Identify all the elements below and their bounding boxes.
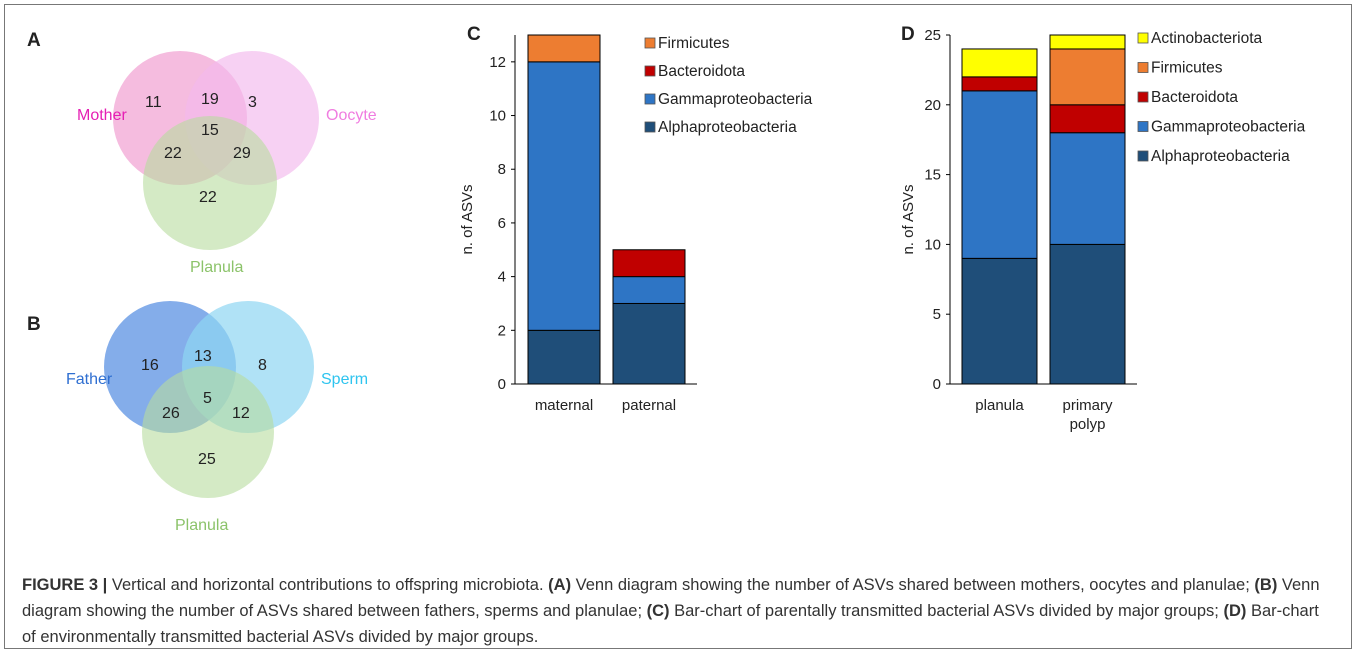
chart-d-bar-primary-polyp-gammaproteobacteria xyxy=(1049,132,1126,245)
chart-d-ytick-label: 0 xyxy=(933,376,941,393)
figure-caption: FIGURE 3 | Vertical and horizontal contr… xyxy=(22,572,1332,650)
venn-a-planula-only: 22 xyxy=(199,189,217,206)
venn-b-father-only: 16 xyxy=(141,357,159,374)
caption-text-b: Venn diagram showing the number of ASVs … xyxy=(22,576,1320,620)
chart-c-bar-paternal-gammaproteobacteria xyxy=(612,276,686,304)
venn-b-planula-only: 25 xyxy=(198,451,216,468)
venn-a-set-oocyte: Oocyte xyxy=(326,107,377,124)
chart-c-bar-maternal-gammaproteobacteria xyxy=(527,61,601,331)
chart-d-y-axis-label: n. of ASVs xyxy=(900,184,917,254)
panel-label-a: A xyxy=(27,30,41,51)
chart-d-bar-primary-polyp-actinobacteriota xyxy=(1049,34,1126,50)
caption-text-a: Venn diagram showing the number of ASVs … xyxy=(571,576,1255,594)
chart-d-legend-swatch-firmicutes xyxy=(1137,62,1149,73)
chart-c-bar-paternal-bacteroidota xyxy=(612,249,686,278)
chart-c-ytick-label: 4 xyxy=(498,269,506,286)
chart-d-bar-planula-gammaproteobacteria xyxy=(961,90,1038,259)
caption-tag-a: (A) xyxy=(548,576,572,594)
venn-b-sperm-only: 8 xyxy=(258,357,267,374)
chart-d-category-label: polyp xyxy=(1070,416,1106,433)
chart-c-bar-maternal-alphaproteobacteria xyxy=(527,329,601,385)
chart-d-ytick-label: 25 xyxy=(924,27,941,44)
caption-tag-c: (C) xyxy=(646,602,670,620)
chart-d-ytick-label: 15 xyxy=(924,167,941,184)
chart-d-bar-planula-actinobacteriota xyxy=(961,48,1038,78)
chart-d-legend-label-alphaproteobacteria: Alphaproteobacteria xyxy=(1151,148,1290,165)
chart-d-legend-label-firmicutes: Firmicutes xyxy=(1151,60,1223,77)
chart-c-category-label: maternal xyxy=(535,397,593,414)
chart-c-ytick-label: 10 xyxy=(489,108,506,125)
chart-d-bar-planula-bacteroidota xyxy=(961,76,1038,92)
panel-label-d: D xyxy=(901,24,915,45)
chart-d-legend-label-bacteroidota: Bacteroidota xyxy=(1151,89,1238,106)
venn-b-sperm-planula: 12 xyxy=(232,405,250,422)
caption-intro: Vertical and horizontal contributions to… xyxy=(107,576,549,594)
panel-label-c: C xyxy=(467,24,481,45)
panel-label-b: B xyxy=(27,314,41,335)
chart-d-legend-swatch-alphaproteobacteria xyxy=(1137,150,1149,162)
chart-d-legend-swatch-bacteroidota xyxy=(1137,91,1149,103)
chart-d-bar-primary-polyp-firmicutes xyxy=(1049,48,1126,106)
caption-tag-d: (D) xyxy=(1223,602,1247,620)
bar-chart-c: 0 2 4 6 8 10 12 n. of ASVs maternal paternal Firmi… xyxy=(459,34,813,414)
chart-c-bar-paternal-alphaproteobacteria xyxy=(612,302,686,385)
chart-d-category-label: primary xyxy=(1062,397,1113,414)
caption-figure-label: FIGURE 3 | xyxy=(22,576,108,594)
chart-c-legend-swatch-alphaproteobacteria xyxy=(644,121,656,133)
venn-a-mother-oocyte: 19 xyxy=(201,91,219,108)
figure-frame xyxy=(4,4,1352,649)
chart-d-category-label: planula xyxy=(975,397,1024,414)
venn-b-set-sperm: Sperm xyxy=(321,371,368,388)
chart-c-bar-maternal-firmicutes xyxy=(527,34,601,63)
chart-d-bar-primary-polyp-alphaproteobacteria xyxy=(1049,243,1126,385)
venn-b-father-planula: 26 xyxy=(162,405,180,422)
venn-a-mother-only: 11 xyxy=(145,94,162,111)
venn-b-circle-planula xyxy=(142,366,274,498)
chart-c-ytick-label: 6 xyxy=(498,215,506,232)
chart-d-ytick-label: 20 xyxy=(924,97,941,114)
venn-b-father-sperm: 13 xyxy=(194,348,212,365)
caption-text-d: Bar-chart of environmentally transmitted… xyxy=(22,602,1319,646)
venn-b-set-father: Father xyxy=(66,371,113,388)
venn-a-circle-planula xyxy=(143,116,277,250)
chart-d-legend-swatch-gammaproteobacteria xyxy=(1137,121,1149,132)
chart-c-ytick-label: 12 xyxy=(489,54,506,71)
caption-tag-b: (B) xyxy=(1254,576,1278,594)
chart-c-legend-label-firmicutes: Firmicutes xyxy=(658,35,730,52)
chart-d-bar-primary-polyp-bacteroidota xyxy=(1049,104,1126,134)
chart-c-ytick-label: 0 xyxy=(498,376,506,393)
chart-c-legend-label-alphaproteobacteria: Alphaproteobacteria xyxy=(658,119,797,136)
bar-chart-d: 0 5 10 15 20 25 n. of ASVs planula primary polyp A… xyxy=(900,27,1306,433)
chart-c-legend-swatch-firmicutes xyxy=(644,37,656,49)
venn-a-oocyte-planula: 29 xyxy=(233,145,251,162)
venn-b: B Father Sperm Planula 16 13 8 5 26 12 2… xyxy=(27,301,368,534)
chart-d-legend-label-gammaproteobacteria: Gammaproteobacteria xyxy=(1151,119,1306,136)
chart-c-legend-label-gammaproteobacteria: Gammaproteobacteria xyxy=(658,91,813,108)
chart-c-legend-label-bacteroidota: Bacteroidota xyxy=(658,63,745,80)
venn-b-all-three: 5 xyxy=(203,390,212,407)
venn-a-mother-planula: 22 xyxy=(164,145,182,162)
caption-text-c: Bar-chart of parentally transmitted bact… xyxy=(669,602,1224,620)
chart-d-ytick-label: 10 xyxy=(924,236,941,253)
chart-d-legend-swatch-actinobacteriota xyxy=(1137,32,1149,44)
chart-d-bar-planula-alphaproteobacteria xyxy=(961,257,1038,385)
chart-d-ytick-label: 5 xyxy=(933,306,941,323)
chart-c-legend-swatch-gammaproteobacteria xyxy=(644,93,656,105)
venn-a-set-mother: Mother xyxy=(77,107,127,124)
venn-a: A Mother Oocyte Planula 11 19 3 15 22 29… xyxy=(27,30,377,276)
venn-b-set-planula: Planula xyxy=(175,517,228,534)
chart-c-legend-swatch-bacteroidota xyxy=(644,65,656,77)
chart-c-ytick-label: 8 xyxy=(498,161,506,178)
chart-c-y-axis-label: n. of ASVs xyxy=(459,184,476,254)
chart-c-ytick-label: 2 xyxy=(498,322,506,339)
venn-a-all-three: 15 xyxy=(201,122,219,139)
venn-a-oocyte-only: 3 xyxy=(248,94,257,111)
venn-a-set-planula: Planula xyxy=(190,259,243,276)
chart-d-legend-label-actinobacteriota: Actinobacteriota xyxy=(1151,30,1263,47)
chart-c-category-label: paternal xyxy=(622,397,676,414)
